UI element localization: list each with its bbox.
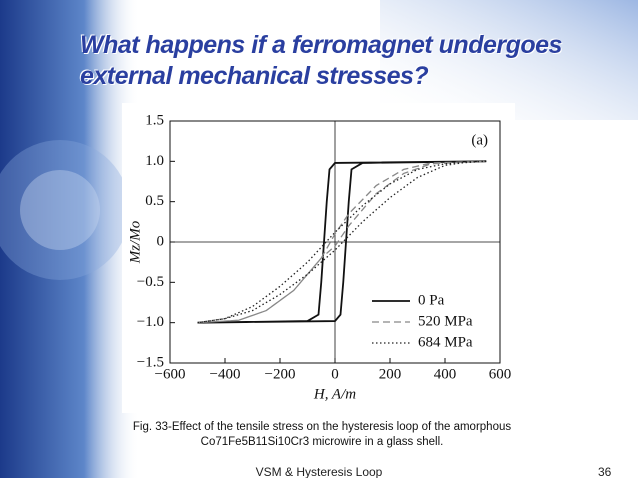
legend-label: 0 Pa <box>418 292 445 308</box>
x-axis-label: H, A/m <box>313 386 356 402</box>
slide-title: What happens if a ferromagnet undergoes … <box>80 31 562 90</box>
chart-background <box>122 103 515 413</box>
y-tick-label: 1.5 <box>145 112 164 128</box>
y-tick-label: 0 <box>157 233 165 249</box>
y-tick-label: −1.0 <box>137 314 164 330</box>
y-tick-label: 1.0 <box>145 153 164 169</box>
figure-caption: Fig. 33-Effect of the tensile stress on … <box>132 421 512 448</box>
loop-line <box>197 160 487 324</box>
x-tick-label: −200 <box>265 366 296 382</box>
y-axis-label: Mz/Mo <box>127 220 143 264</box>
annotation: (a) <box>471 132 488 148</box>
legend-label: 520 MPa <box>418 313 473 329</box>
chart: −600 −400 −200 0 200 400 600 −1.5 −1.0 −0.5 0 0.5 1.… <box>122 103 515 413</box>
y-tick-label: 0.5 <box>145 193 164 209</box>
y-tick-label: −1.5 <box>137 354 164 370</box>
x-tick-label: −600 <box>155 366 186 382</box>
x-tick-label: 200 <box>379 366 402 382</box>
x-tick-label: 0 <box>331 366 339 382</box>
footer-text: VSM & Hysteresis Loop <box>255 465 383 478</box>
slide-number: 36 <box>598 465 612 478</box>
x-tick-label: 400 <box>434 366 457 382</box>
legend-label: 684 MPa <box>418 334 473 350</box>
y-tick-label: −0.5 <box>137 274 164 290</box>
x-tick-label: −400 <box>210 366 241 382</box>
loop-line <box>197 160 487 324</box>
x-tick-label: 600 <box>489 366 512 382</box>
